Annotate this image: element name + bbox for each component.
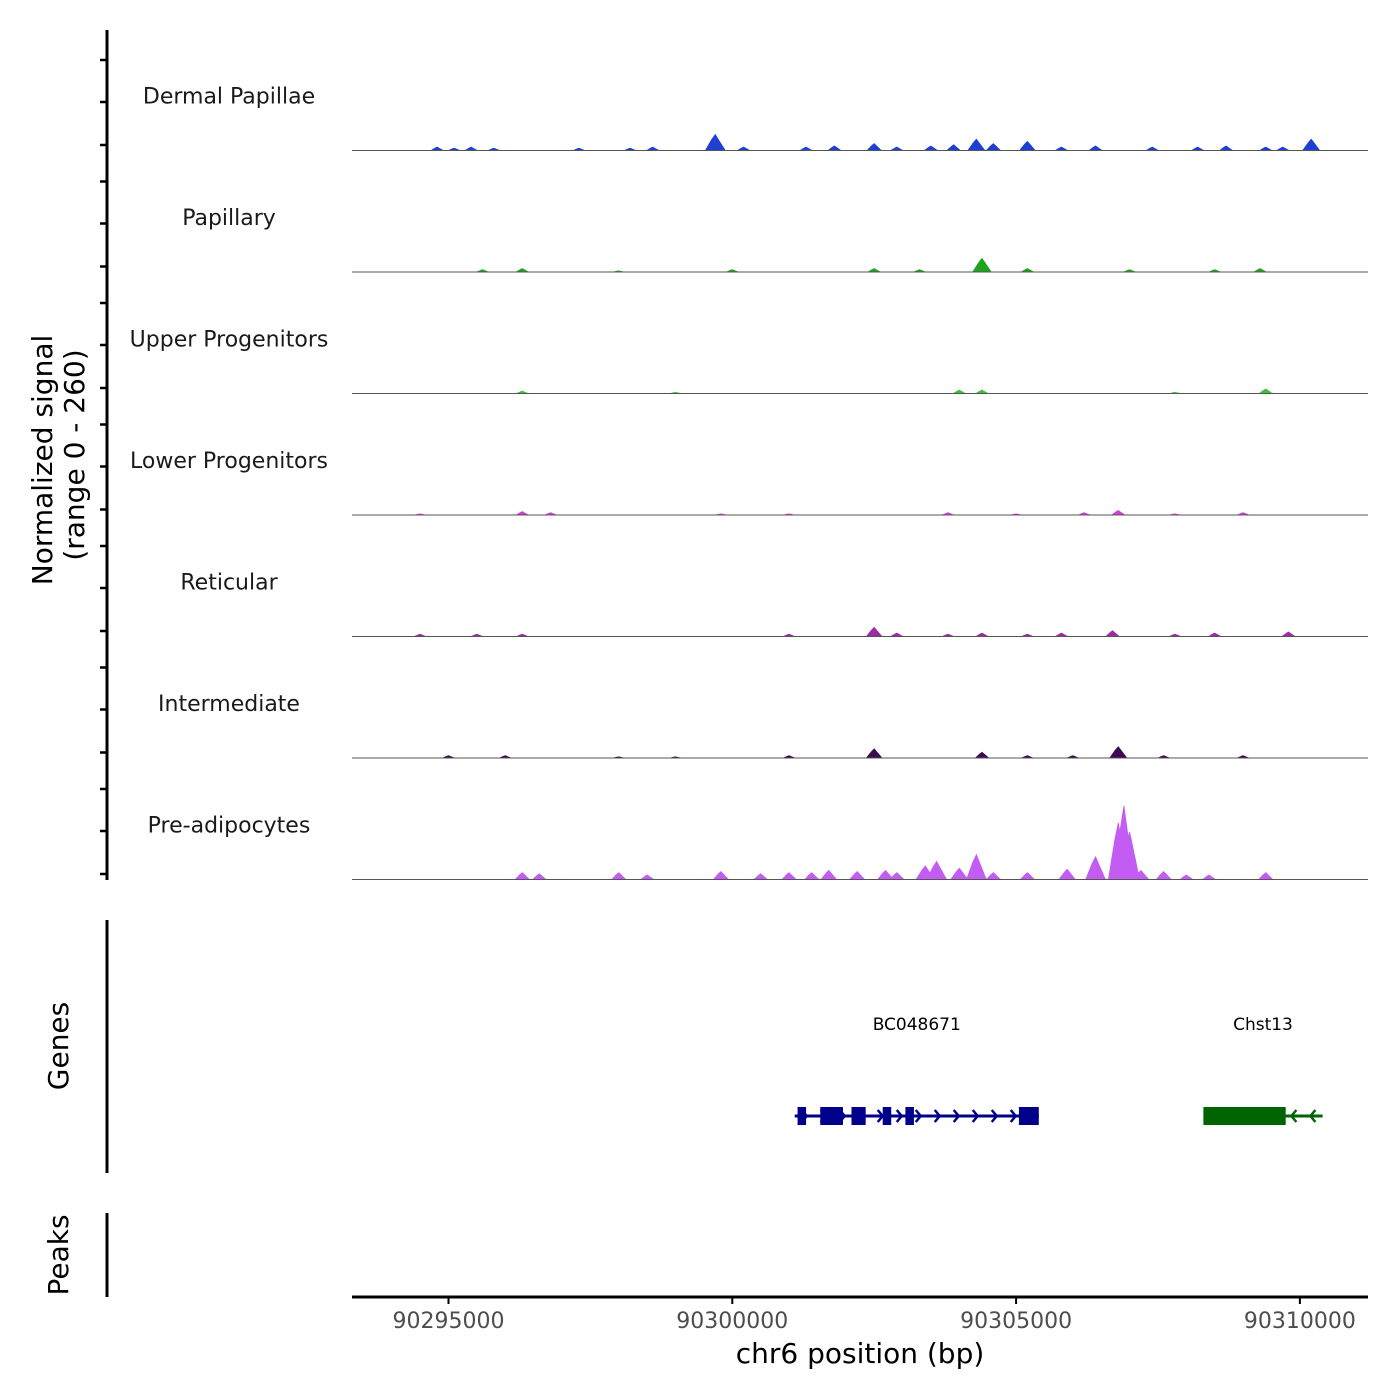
exon — [820, 1107, 843, 1125]
exon — [797, 1107, 807, 1125]
signal-area — [352, 746, 1368, 759]
track-pre-adipocytes: Pre-adipocytes — [148, 805, 1368, 881]
track-label: Dermal Papillae — [143, 85, 315, 110]
track-label: Intermediate — [158, 692, 300, 717]
track-upper-progenitors: Upper Progenitors — [130, 328, 1368, 394]
track-intermediate: Intermediate — [158, 692, 1368, 759]
track-label: Papillary — [182, 206, 276, 231]
x-tick-label: 90310000 — [1244, 1309, 1356, 1334]
signal-area — [352, 805, 1368, 881]
strand-arrow — [895, 1109, 904, 1123]
track-label: Upper Progenitors — [130, 328, 329, 353]
exon — [1203, 1107, 1286, 1125]
track-reticular: Reticular — [180, 571, 1368, 637]
strand-arrow — [1308, 1109, 1317, 1123]
signal-area — [352, 510, 1368, 516]
signal-axis — [100, 30, 109, 880]
coverage-tracks: Dermal Papillae Papillary Upper Progenitor… — [130, 85, 1368, 881]
track-label: Pre-adipocytes — [148, 814, 311, 839]
strand-arrow — [933, 1109, 942, 1123]
gene-chst13: Chst13 — [1203, 1015, 1323, 1125]
strand-arrow — [990, 1109, 999, 1123]
strand-arrow — [952, 1109, 961, 1123]
strand-arrow — [971, 1109, 980, 1123]
x-tick-label: 90305000 — [960, 1309, 1072, 1334]
signal-area — [352, 388, 1368, 394]
track-dermal-papillae: Dermal Papillae — [143, 85, 1368, 151]
strand-arrow — [1009, 1109, 1018, 1123]
y-axis-title-line1: Normalized signal — [26, 335, 59, 586]
signal-area — [352, 626, 1368, 637]
gene-label: Chst13 — [1233, 1015, 1293, 1035]
x-axis: 90295000 90300000 90305000 90310000 — [352, 1295, 1368, 1334]
track-lower-progenitors: Lower Progenitors — [130, 449, 1368, 516]
genes-panel: BC048671 Chst13 — [105, 920, 1323, 1173]
signal-area — [352, 133, 1368, 151]
gene-label: BC048671 — [873, 1015, 961, 1035]
signal-area — [352, 257, 1368, 273]
exon — [882, 1107, 892, 1125]
exon — [851, 1107, 866, 1125]
x-axis-title: chr6 position (bp) — [736, 1337, 985, 1370]
peaks-panel-title: Peaks — [42, 1214, 75, 1295]
strand-arrow — [1289, 1109, 1298, 1123]
x-tick-label: 90300000 — [676, 1309, 788, 1334]
genes-panel-title: Genes — [42, 1002, 75, 1090]
exon — [1018, 1107, 1039, 1125]
track-label: Lower Progenitors — [130, 449, 328, 474]
gene-bc048671: BC048671 — [794, 1015, 1039, 1125]
y-axis-title-line2: (range 0 - 260) — [58, 349, 91, 560]
x-tick-label: 90295000 — [392, 1309, 504, 1334]
track-label: Reticular — [180, 571, 278, 596]
strand-arrow — [914, 1109, 923, 1123]
exon — [905, 1107, 914, 1125]
track-papillary: Papillary — [182, 206, 1368, 273]
